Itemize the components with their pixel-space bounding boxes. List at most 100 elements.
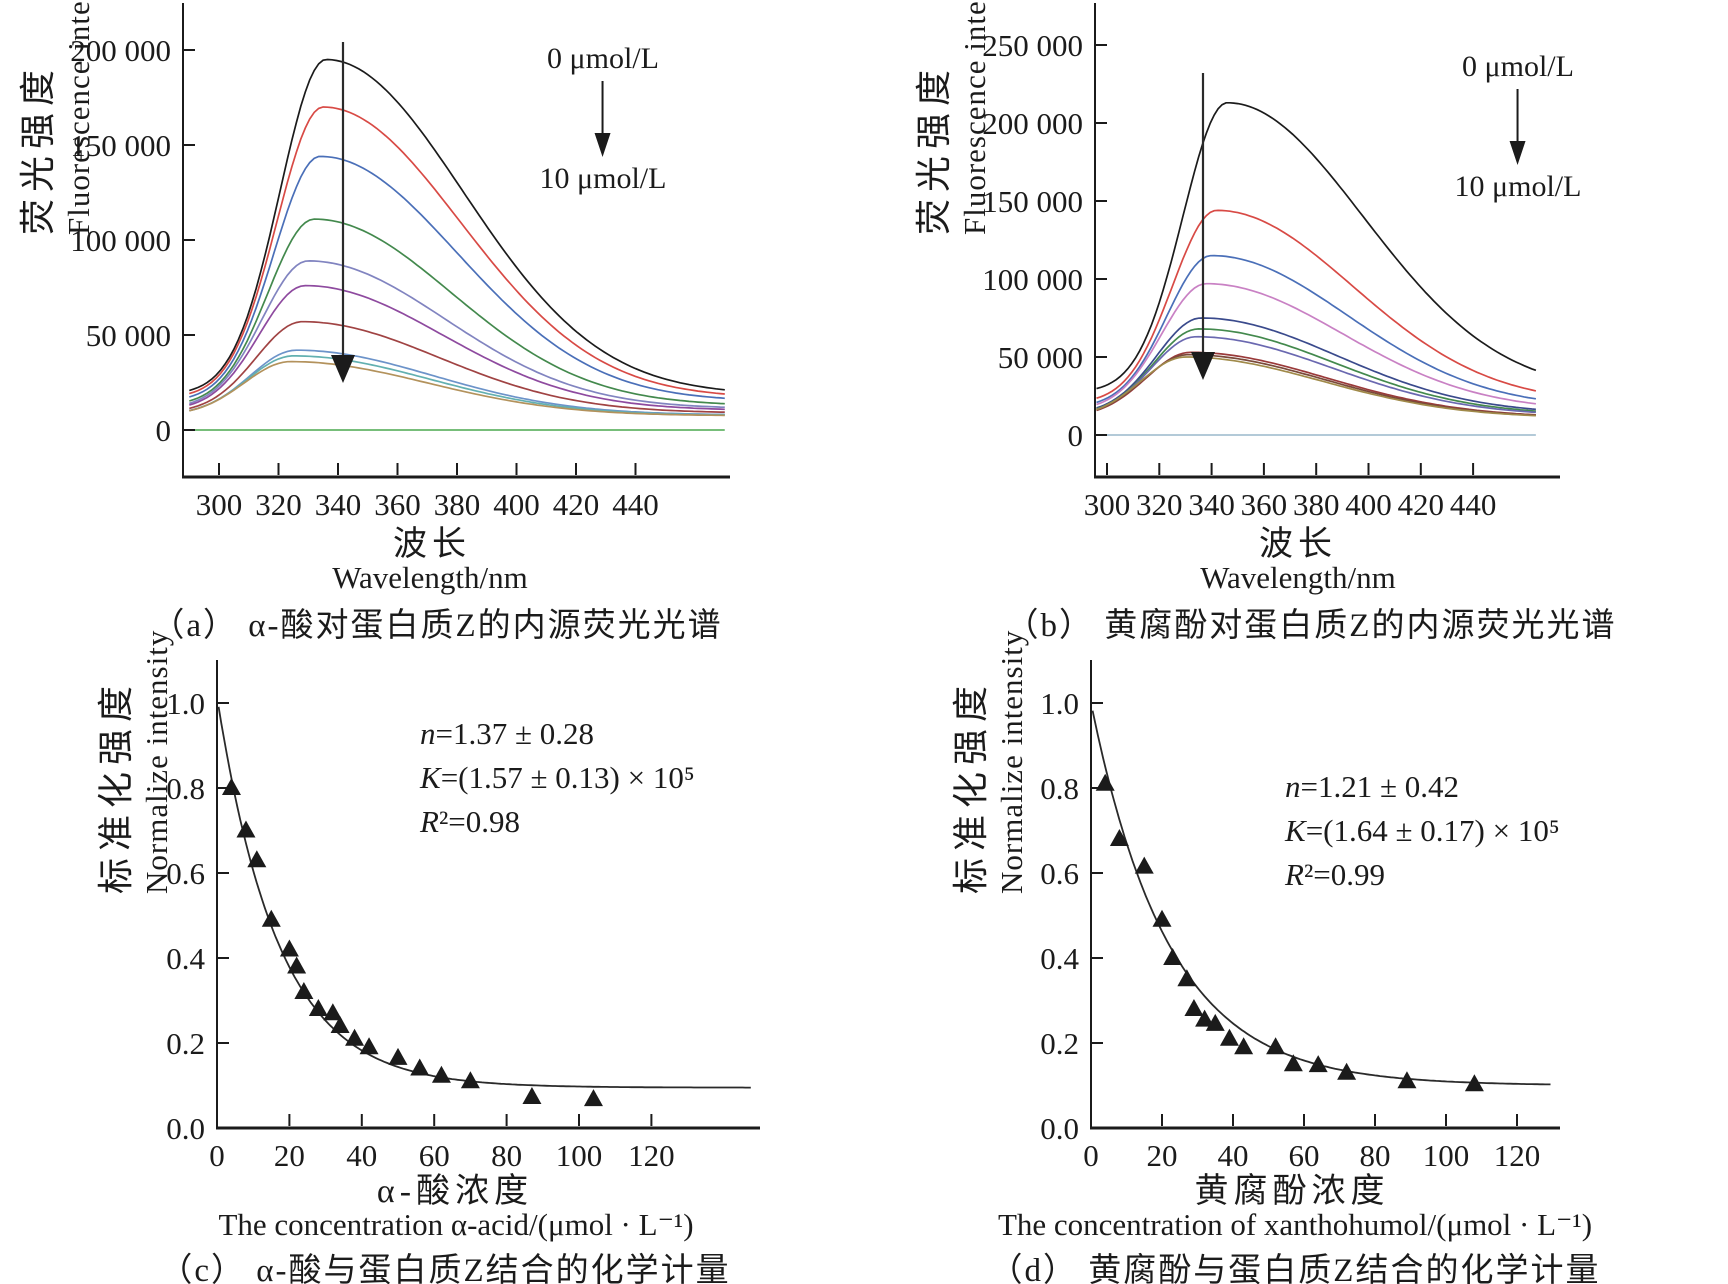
data-point-triangle (279, 939, 299, 957)
data-point-triangle (1219, 1028, 1239, 1046)
svg-text:100: 100 (556, 1138, 603, 1173)
fit-k-value: K=(1.57 ± 0.13) × 10⁵ (420, 760, 695, 795)
panel-d-plot: 0 20 40 60 80 100 120 0.0 0.2 0.4 0.6 0.8 1.0 (1040, 660, 1560, 1173)
svg-text:400: 400 (1345, 487, 1392, 522)
panel-a-concentration-annotation: 0 μmol/L 10 μmol/L (540, 42, 667, 196)
svg-text:420: 420 (1398, 487, 1445, 522)
svg-text:0.2: 0.2 (1040, 1026, 1079, 1061)
data-point-triangle (287, 956, 307, 974)
panel-a-xlabel-zh: 波长 (393, 526, 471, 563)
data-point-triangle (221, 778, 241, 795)
svg-text:0.0: 0.0 (1040, 1111, 1079, 1146)
panel-a-conc-end: 10 μmol/L (539, 162, 667, 195)
data-point-triangle (583, 1089, 603, 1107)
data-point-triangle (345, 1028, 365, 1046)
down-arrow-icon (1509, 89, 1526, 165)
svg-text:60: 60 (419, 1138, 450, 1173)
data-point-triangle (1308, 1055, 1328, 1073)
fit-k-value: K=(1.64 ± 0.17) × 10⁵ (1285, 813, 1560, 848)
panel-a-plot: 300 320 340 360 380 400 420 440 0 50 000 100 000 15… (70, 3, 730, 522)
svg-text:20: 20 (1147, 1138, 1178, 1173)
svg-text:100: 100 (1423, 1138, 1470, 1173)
panel-b-conc-end: 10 μmol/L (1454, 170, 1582, 203)
svg-text:320: 320 (255, 487, 302, 522)
panel-d-xlabel-zh: 黄腐酚浓度 (1194, 1173, 1390, 1210)
svg-text:380: 380 (1293, 487, 1340, 522)
svg-text:40: 40 (346, 1138, 377, 1173)
svg-text:400: 400 (493, 487, 540, 522)
data-point-triangle (1195, 1009, 1215, 1027)
svg-text:1.0: 1.0 (166, 686, 205, 721)
panel-a-conc-start: 0 μmol/L (547, 42, 659, 75)
data-point-triangle (330, 1016, 350, 1033)
panel-b-conc-start: 0 μmol/L (1462, 50, 1574, 83)
data-point-triangle (410, 1058, 430, 1076)
svg-text:0.4: 0.4 (166, 941, 205, 976)
data-point-triangle (1163, 948, 1183, 965)
svg-text:120: 120 (1494, 1138, 1541, 1173)
data-point-triangle (247, 850, 267, 868)
panel-a-xlabel-en: Wavelength/nm (332, 560, 528, 595)
svg-text:0.8: 0.8 (166, 771, 205, 806)
svg-text:60: 60 (1289, 1138, 1320, 1173)
panel-c-fit-parameters: n=1.37 ± 0.28 K=(1.57 ± 0.13) × 10⁵ R²=0… (420, 712, 695, 844)
svg-text:380: 380 (434, 487, 481, 522)
data-point-triangle (460, 1071, 480, 1089)
panel-d-caption: （d） 黄腐酚与蛋白质Z结合的化学计量 (989, 1253, 1601, 1284)
svg-text:0.6: 0.6 (1040, 856, 1079, 891)
svg-text:120: 120 (628, 1138, 675, 1173)
data-point-triangle (359, 1037, 379, 1055)
svg-text:0: 0 (1068, 418, 1084, 453)
data-point-triangle (323, 1003, 343, 1021)
data-point-triangle (236, 820, 256, 838)
svg-text:200 000: 200 000 (70, 33, 171, 68)
data-point-triangle (1234, 1037, 1254, 1055)
data-point-triangle (294, 982, 314, 999)
data-point-triangle (1095, 773, 1115, 791)
svg-text:0.0: 0.0 (166, 1111, 205, 1146)
fit-n-value: n=1.21 ± 0.42 (1285, 769, 1459, 804)
fit-n-value: n=1.37 ± 0.28 (420, 716, 594, 751)
data-point-triangle (1397, 1071, 1417, 1089)
panel-c-plot: 0 20 40 60 80 100 120 0.0 0.2 0.4 0.6 0.8 1.0 (166, 660, 760, 1173)
svg-text:340: 340 (1188, 487, 1235, 522)
panel-a-caption: （a） α-酸对蛋白质Z的内源荧光光谱 (151, 608, 723, 644)
svg-text:200 000: 200 000 (982, 106, 1083, 141)
data-point-triangle (1177, 969, 1197, 987)
data-point-triangle (308, 999, 328, 1016)
svg-text:50 000: 50 000 (86, 318, 171, 353)
panel-b-xlabel-zh: 波长 (1259, 526, 1337, 563)
svg-text:50 000: 50 000 (998, 340, 1083, 375)
svg-text:440: 440 (1450, 487, 1497, 522)
svg-text:0.6: 0.6 (166, 856, 205, 891)
panel-c-xlabel-zh: α-酸浓度 (376, 1173, 534, 1210)
svg-text:80: 80 (1360, 1138, 1391, 1173)
data-point-triangle (261, 909, 281, 927)
panel-b-xlabel-en: Wavelength/nm (1200, 560, 1396, 595)
panel-d-xlabel-en: The concentration of xanthohumol/(μmol ·… (997, 1207, 1593, 1242)
svg-text:150 000: 150 000 (982, 184, 1083, 219)
svg-text:1.0: 1.0 (1040, 686, 1079, 721)
fit-r2-value: R²=0.99 (1285, 857, 1385, 892)
panel-b-caption: （b） 黄腐酚对蛋白质Z的内源荧光光谱 (1005, 608, 1617, 644)
svg-text:150 000: 150 000 (70, 128, 171, 163)
svg-text:0: 0 (209, 1138, 225, 1173)
data-point-triangle (1134, 856, 1154, 874)
svg-text:0: 0 (156, 413, 172, 448)
panel-c-xlabel-en: The concentration α-acid/(μmol · L⁻¹) (218, 1207, 694, 1242)
data-point-triangle (1205, 1013, 1225, 1031)
panel-d-fit-parameters: n=1.21 ± 0.42 K=(1.64 ± 0.17) × 10⁵ R²=0… (1285, 765, 1560, 897)
svg-text:300: 300 (196, 487, 243, 522)
data-point-triangle (1283, 1054, 1303, 1072)
panel-c-caption: （c） α-酸与蛋白质Z结合的化学计量 (159, 1253, 731, 1284)
svg-text:440: 440 (612, 487, 659, 522)
panel-b-concentration-annotation: 0 μmol/L 10 μmol/L (1455, 50, 1582, 204)
data-point-triangle (1464, 1074, 1484, 1092)
svg-text:20: 20 (274, 1138, 305, 1173)
svg-text:0.8: 0.8 (1040, 771, 1079, 806)
data-point-triangle (1152, 909, 1172, 927)
svg-text:40: 40 (1218, 1138, 1249, 1173)
svg-text:80: 80 (491, 1138, 522, 1173)
